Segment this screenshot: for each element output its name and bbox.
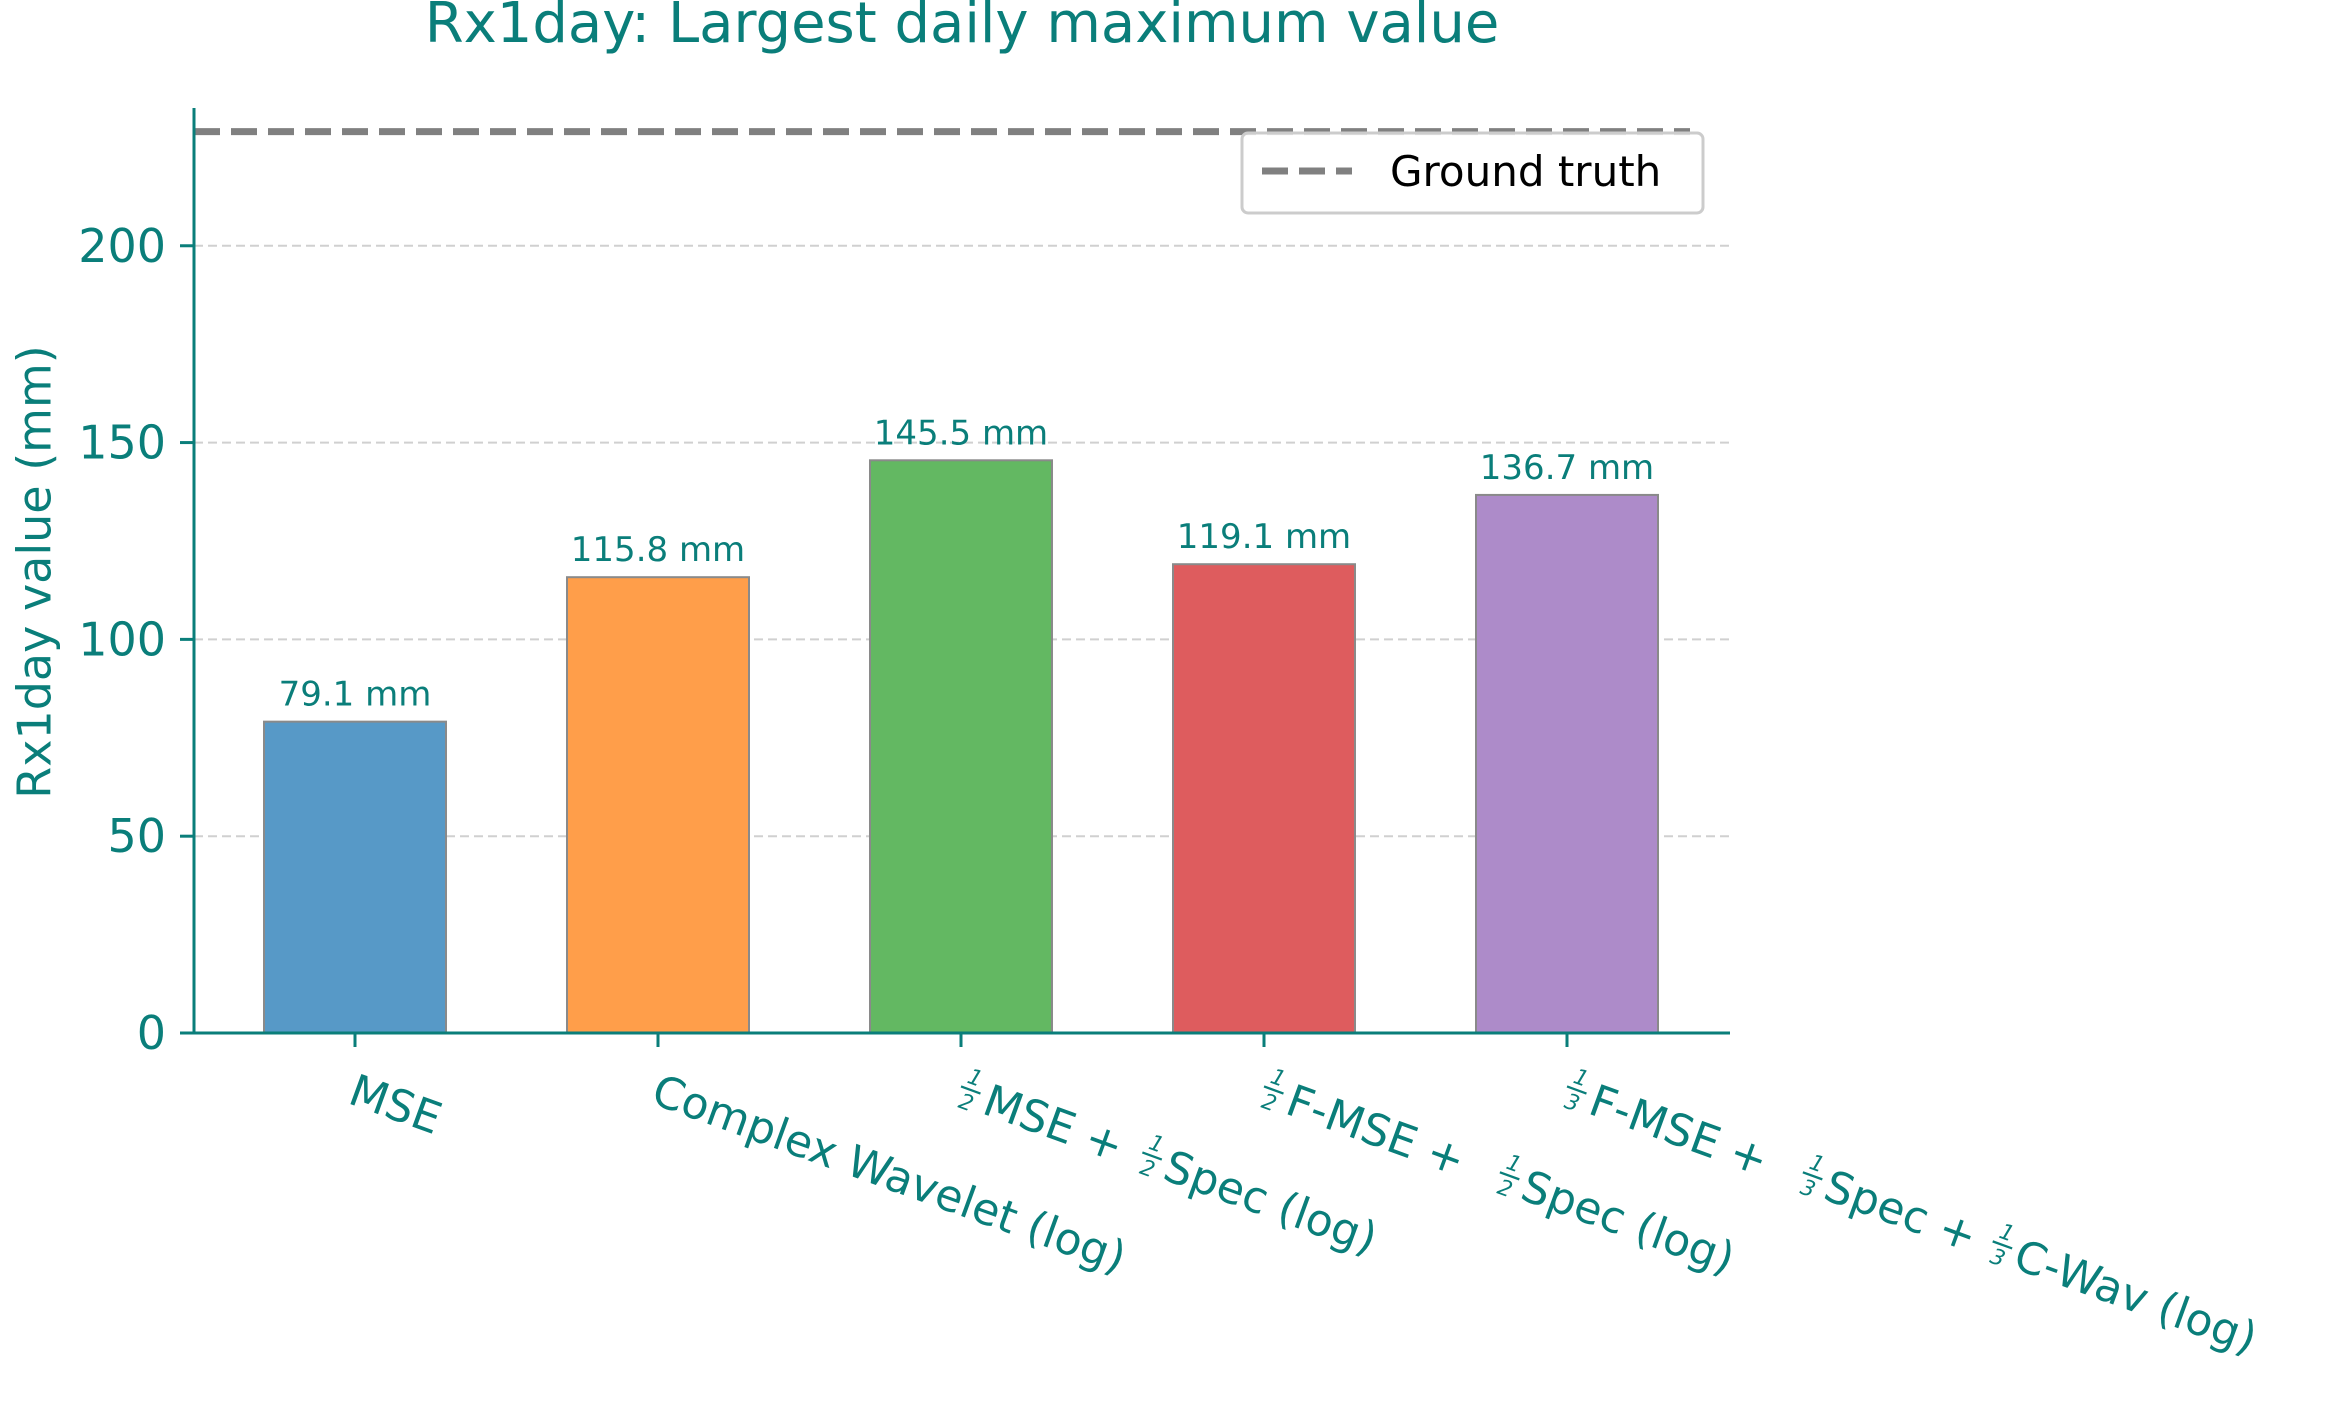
legend-box xyxy=(1240,131,1705,215)
svg-text:MSE: MSE xyxy=(343,1065,448,1145)
svg-text:F-MSE +: F-MSE + xyxy=(1280,1075,1472,1186)
axes xyxy=(192,108,1730,1047)
chart-title: Rx1day: Largest daily maximum value xyxy=(425,0,1500,56)
y-axis-label: Rx1day value (mm) xyxy=(8,345,62,798)
svg-text:MSE +: MSE + xyxy=(977,1075,1130,1172)
data-label-2: 115.8 mm xyxy=(571,530,745,570)
svg-text:Spec (log): Spec (log) xyxy=(1515,1161,1742,1285)
bars xyxy=(263,459,1659,1035)
y-tick-label-200: 200 xyxy=(78,219,166,273)
x-tick-label-1: MSE xyxy=(343,1065,448,1145)
y-tick-label-100: 100 xyxy=(78,612,166,666)
gridlines xyxy=(194,244,1730,838)
data-label-1: 79.1 mm xyxy=(279,675,432,715)
y-tick-label-150: 150 xyxy=(78,416,166,470)
svg-text:F-MSE +: F-MSE + xyxy=(1583,1075,1775,1186)
bar-5 xyxy=(1475,493,1659,1034)
bar-3 xyxy=(869,459,1053,1034)
data-labels: 79.1 mm 115.8 mm 145.5 mm 119.1 mm 136.7 mm xyxy=(279,413,1655,714)
y-tick-label-0: 0 xyxy=(137,1006,166,1060)
y-ticks: 0 50 100 150 200 xyxy=(78,219,194,1060)
x-tick-label-2: Complex Wavelet (log) xyxy=(646,1065,1133,1284)
svg-text:Spec (log): Spec (log) xyxy=(1157,1141,1384,1265)
y-tick-label-50: 50 xyxy=(107,809,166,863)
bar-1 xyxy=(263,720,447,1034)
data-label-4: 119.1 mm xyxy=(1177,517,1351,557)
x-tick-label-4: F-MSE + Spec (log) xyxy=(1253,1061,1742,1285)
data-label-5: 136.7 mm xyxy=(1480,448,1654,488)
svg-text:C-Wav (log): C-Wav (log) xyxy=(2007,1230,2263,1365)
svg-text:Spec +: Spec + xyxy=(1818,1161,1984,1263)
svg-text:Complex Wavelet (log): Complex Wavelet (log) xyxy=(646,1065,1133,1284)
data-label-3: 145.5 mm xyxy=(874,413,1048,453)
bar-2 xyxy=(566,576,750,1034)
legend-ground-truth-label: Ground truth xyxy=(1390,147,1661,196)
legend: Ground truth xyxy=(1240,131,1705,215)
bar-4 xyxy=(1172,563,1356,1035)
